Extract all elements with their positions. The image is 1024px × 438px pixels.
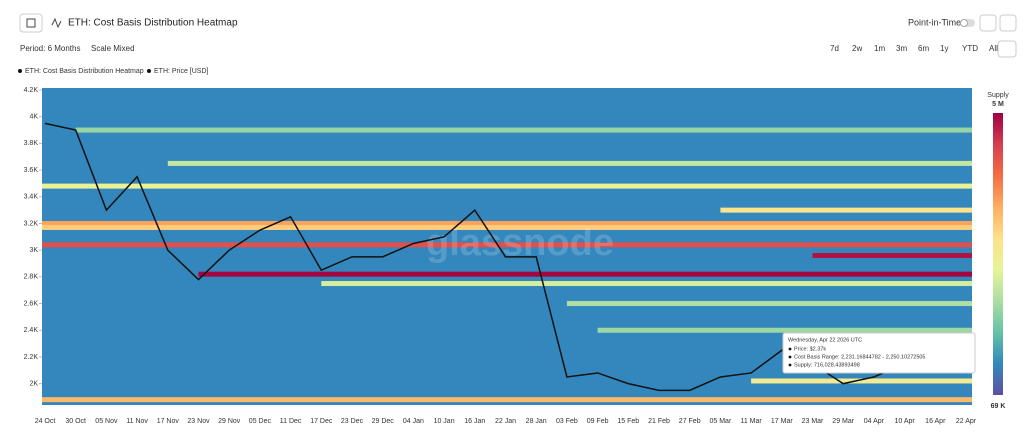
share-button[interactable] (999, 14, 1017, 32)
x-tick-label: 23 Dec (341, 418, 364, 425)
colorbar-title: Supply (987, 92, 1009, 99)
x-tick-label: 05 Mar (710, 418, 732, 425)
sidebar-icon (26, 18, 36, 28)
x-tick-label: 05 Nov (95, 418, 118, 425)
x-tick-label: 04 Jan (403, 418, 424, 425)
heatmap-band (42, 183, 972, 189)
heatmap-band (812, 253, 972, 259)
x-tick-label: 27 Feb (679, 418, 701, 425)
y-tick-label: 3.6K (24, 167, 39, 174)
x-tick-label: 28 Jan (526, 418, 547, 425)
sidebar-toggle[interactable] (19, 13, 43, 33)
range-button[interactable]: 6m (918, 44, 929, 53)
heatmap-band (751, 378, 972, 384)
x-tick-label: 17 Mar (771, 418, 793, 425)
tooltip-line: Supply: 716,028.43893498 (794, 362, 860, 368)
legend-entry[interactable]: ETH: Price [USD] (154, 68, 209, 75)
page-title: ETH: Cost Basis Distribution Heatmap (68, 18, 238, 29)
x-tick-label: 23 Mar (802, 418, 824, 425)
x-tick-label: 24 Oct (35, 418, 56, 425)
y-tick-label: 3K (29, 247, 38, 254)
calendar-button[interactable] (997, 40, 1017, 58)
x-tick-label: 17 Dec (310, 418, 333, 425)
heatmap-band (198, 271, 972, 277)
x-tick-label: 11 Mar (740, 418, 762, 425)
range-button[interactable]: YTD (962, 44, 978, 53)
tooltip (782, 332, 976, 374)
x-tick-label: 29 Nov (218, 418, 241, 425)
x-tick-label: 03 Feb (556, 418, 578, 425)
heatmap-band (566, 301, 972, 307)
tooltip-line: Price: $2.37k (794, 346, 826, 352)
x-tick-label: 22 Apr (956, 418, 977, 425)
x-tick-label: 05 Dec (249, 418, 272, 425)
legend-entry[interactable]: ETH: Cost Basis Distribution Heatmap (25, 68, 144, 75)
star-button[interactable] (979, 14, 997, 32)
colorbar-tick-label: 69 K (991, 403, 1006, 410)
y-tick-label: 3.4K (24, 194, 39, 201)
y-tick-label: 2.2K (24, 354, 39, 361)
x-tick-label: 16 Apr (925, 418, 946, 425)
heatmap-band (42, 224, 972, 230)
x-tick-label: 10 Apr (894, 418, 915, 425)
range-button[interactable]: 7d (830, 44, 839, 53)
range-button[interactable]: 2w (852, 44, 862, 53)
x-tick-label: 15 Feb (617, 418, 639, 425)
colorbar-tick-label: 5 M (992, 101, 1004, 108)
tooltip-date: Wednesday, Apr 22 2026 UTC (788, 337, 862, 343)
range-button[interactable]: 3m (896, 44, 907, 53)
tooltip-dot (788, 363, 792, 367)
period-select[interactable]: Period: 6 Months (20, 44, 80, 53)
x-tick-label: 11 Dec (280, 418, 302, 425)
legend-dot (147, 69, 151, 73)
x-tick-label: 23 Nov (187, 418, 210, 425)
y-tick-label: 2.8K (24, 274, 39, 281)
x-tick-label: 29 Mar (832, 418, 854, 425)
tooltip-dot (788, 355, 792, 359)
x-tick-label: 17 Nov (157, 418, 180, 425)
range-button[interactable]: All (989, 44, 998, 53)
x-tick-label: 21 Feb (648, 418, 670, 425)
heatmap-band (42, 220, 972, 226)
y-tick-label: 2.4K (24, 327, 39, 334)
heatmap-band (42, 397, 972, 403)
y-tick-label: 2.6K (24, 300, 39, 307)
heatmap-band (42, 242, 972, 248)
range-button[interactable]: 1m (874, 44, 885, 53)
x-tick-label: 04 Apr (864, 418, 885, 425)
toggle-knob (960, 19, 968, 27)
heatmap-band (167, 160, 973, 166)
x-tick-label: 10 Jan (434, 418, 455, 425)
x-tick-label: 11 Nov (126, 418, 148, 425)
x-tick-label: 09 Feb (587, 418, 609, 425)
chart-icon (51, 17, 62, 29)
heatmap-band (720, 207, 972, 213)
y-tick-label: 2K (29, 380, 38, 387)
scale-select[interactable]: Scale Mixed (91, 44, 135, 53)
heatmap-band (321, 281, 972, 287)
x-tick-label: 29 Dec (372, 418, 395, 425)
tooltip-line: Cost Basis Range: 2,231.16844782 - 2,250… (794, 354, 926, 360)
colorbar (993, 113, 1003, 395)
heatmap-band (75, 127, 972, 133)
y-tick-label: 3.2K (24, 220, 39, 227)
range-button[interactable]: 1y (940, 44, 948, 53)
point-in-time: Point-in-Time (908, 17, 961, 27)
tooltip-dot (788, 347, 792, 351)
x-tick-label: 22 Jan (495, 418, 516, 425)
y-tick-label: 4K (29, 114, 38, 121)
x-tick-label: 30 Oct (65, 418, 86, 425)
heatmap-band (597, 327, 972, 333)
y-tick-label: 3.8K (24, 140, 39, 147)
legend-dot (18, 69, 22, 73)
x-tick-label: 16 Jan (464, 418, 485, 425)
y-tick-label: 4.2K (24, 87, 39, 94)
